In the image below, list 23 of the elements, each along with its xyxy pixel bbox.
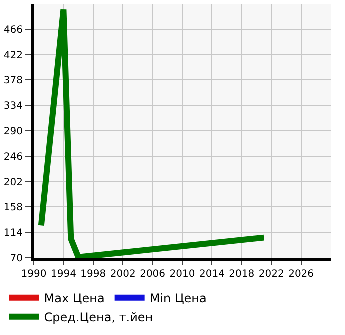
- y-tick-label: 334: [4, 101, 23, 112]
- legend-label: Сред.Цена, т.йен: [44, 310, 154, 325]
- y-tick-label: 246: [4, 152, 23, 163]
- y-tick-label: 466: [4, 24, 23, 36]
- y-tick-label: 70: [10, 254, 23, 264]
- y-tick-label: 290: [4, 126, 23, 138]
- x-tick-label: 2010: [170, 269, 196, 280]
- x-tick-label: 2002: [110, 269, 136, 280]
- x-tick-label: 2022: [258, 269, 284, 280]
- y-tick-label: 378: [4, 76, 23, 87]
- x-tick-label: 2014: [199, 269, 225, 280]
- y-tick-label: 422: [4, 50, 23, 62]
- x-tick-label: 1990: [21, 269, 47, 280]
- legend-label: Min Цена: [150, 292, 207, 306]
- legend-label: Max Цена: [44, 292, 105, 306]
- y-tick-label: 202: [4, 177, 23, 188]
- x-tick-label: 2006: [140, 269, 166, 280]
- y-tick-label: 114: [4, 228, 23, 240]
- x-tick-label: 1998: [80, 269, 106, 280]
- x-tick-label: 1994: [50, 269, 76, 280]
- y-tick-label: 158: [4, 202, 23, 214]
- x-tick-label: 2026: [288, 269, 314, 280]
- x-tick-label: 2018: [229, 269, 255, 280]
